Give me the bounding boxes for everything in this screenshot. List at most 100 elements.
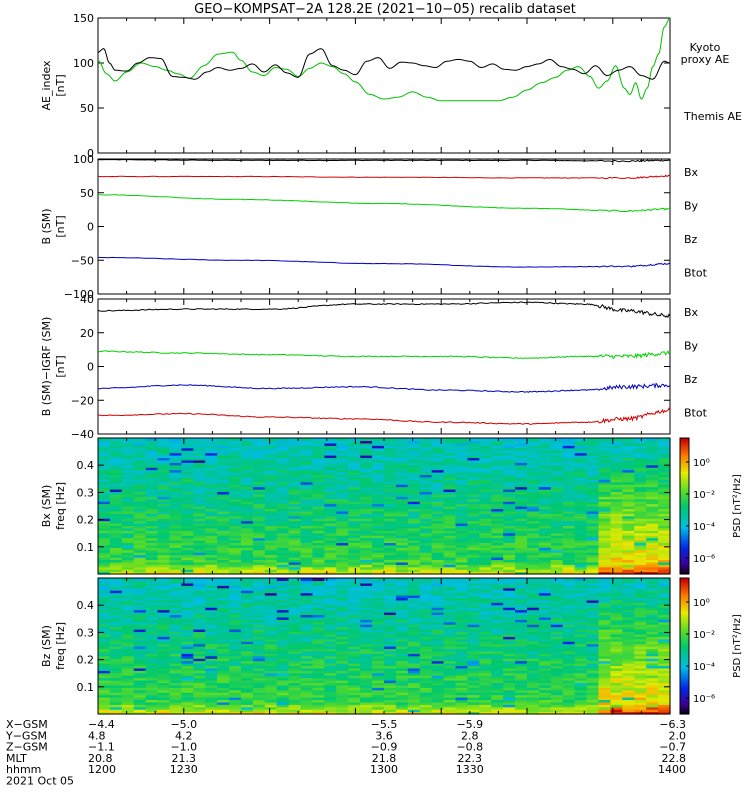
spectrogram-cell <box>264 582 278 586</box>
spectrogram-cell <box>217 648 230 652</box>
spectrogram-cell <box>550 476 564 480</box>
spectrogram-cell <box>491 457 504 461</box>
spectrogram-cell <box>348 689 361 693</box>
spectrogram-cell <box>467 597 480 601</box>
spectrogram-cell <box>229 699 242 703</box>
spectrogram-cell <box>407 675 421 679</box>
spectrogram-cell <box>241 462 254 466</box>
spectrogram-cell <box>467 697 480 701</box>
spectrogram-cell <box>324 582 337 586</box>
spectrogram-cell <box>252 578 266 582</box>
spectrogram-cell <box>264 667 278 671</box>
spectrogram-cell <box>646 479 659 483</box>
spectrogram-cell <box>229 604 242 608</box>
spectrogram-cell <box>443 552 457 556</box>
spectrogram-cell <box>276 616 290 620</box>
spectrogram-cell <box>193 552 206 556</box>
spectrogram-cell <box>276 670 290 674</box>
spectrogram-cell <box>193 523 206 527</box>
spectrogram-cell <box>491 665 504 669</box>
spectrogram-cell <box>372 457 385 461</box>
spectrogram-cell <box>455 706 469 710</box>
spectrogram-cell <box>503 484 516 488</box>
spectrogram-cell <box>169 641 183 645</box>
legend-bx: Bx <box>684 166 699 179</box>
spectrogram-cell <box>634 571 647 575</box>
spectrogram-cell <box>455 590 469 594</box>
spectrogram-cell <box>133 513 147 517</box>
spectrogram-cell <box>217 469 230 473</box>
spectrogram-cell <box>395 667 409 671</box>
spectrogram-cell <box>574 557 588 561</box>
spectrogram-cell <box>610 481 623 485</box>
spectrogram-cell <box>574 469 588 473</box>
spectrogram-cell <box>384 474 397 478</box>
spectrogram-cell <box>98 595 111 599</box>
spectrogram-cell <box>336 498 349 502</box>
spectrogram-cell <box>252 469 266 473</box>
spectrogram-cell <box>646 547 659 551</box>
spectrogram-cell <box>503 527 516 531</box>
spectrogram-cell <box>133 711 147 715</box>
spectrogram-cell <box>348 569 361 573</box>
spectrogram-cell <box>109 520 123 524</box>
spectrogram-cell <box>121 692 135 696</box>
spectrogram-cell <box>252 694 266 698</box>
spectrogram-cell <box>109 527 123 531</box>
spectrogram-cell <box>467 513 480 517</box>
spectrogram-cell <box>312 638 326 642</box>
spectrogram-cell <box>431 537 445 541</box>
spectrogram-cell <box>431 629 445 633</box>
spectrogram-cell <box>586 455 600 459</box>
spectrogram-cell <box>336 592 349 596</box>
spectrogram-cell <box>395 607 409 611</box>
spectrogram-cell <box>348 684 361 688</box>
spectrogram-cell <box>407 557 421 561</box>
spectrogram-cell <box>586 472 600 476</box>
spectrogram-cell <box>193 624 206 628</box>
spectrogram-cell <box>145 491 159 495</box>
spectrogram-cell <box>133 624 147 628</box>
spectrogram-cell <box>348 513 361 517</box>
spectrogram-cell <box>133 510 147 514</box>
spectrogram-cell <box>241 597 254 601</box>
spectrogram-cell <box>503 549 516 553</box>
spectrogram-cell <box>145 619 159 623</box>
spectrogram-cell <box>503 648 516 652</box>
spectrogram-cell <box>372 631 385 635</box>
spectrogram-cell <box>407 559 421 563</box>
spectrogram-cell <box>598 464 612 468</box>
legend-themis-ae: Themis AE <box>683 110 742 123</box>
spectrogram-cell <box>229 557 242 561</box>
spectrogram-cell <box>169 469 183 473</box>
spectrogram-cell <box>431 459 445 463</box>
spectrogram-cell <box>205 464 218 468</box>
spectrogram-cell <box>395 665 409 669</box>
spectrogram-cell <box>503 582 516 586</box>
spectrogram-cell <box>372 491 385 495</box>
spectrogram-cell <box>229 523 242 527</box>
spectrogram-cell <box>467 527 480 531</box>
spectrogram-cell <box>252 682 266 686</box>
spectrogram-cell <box>324 474 337 478</box>
spectrogram-cell <box>634 547 647 551</box>
spectrogram-cell <box>252 540 266 544</box>
spectrogram-cell <box>288 585 302 589</box>
spectrogram-cell <box>205 587 218 591</box>
spectrogram-cell <box>384 597 397 601</box>
spectrogram-cell <box>169 481 183 485</box>
spectrogram-cell <box>336 520 349 524</box>
spectrogram-cell <box>360 621 373 625</box>
spectrogram-cell <box>336 704 349 708</box>
spectrogram-cell <box>419 711 433 715</box>
spectrogram-cell <box>360 540 373 544</box>
spectrogram-cell <box>288 701 302 705</box>
spectrogram-cell <box>455 561 469 565</box>
spectrogram-cell <box>145 484 159 488</box>
spectrogram-cell <box>193 549 206 553</box>
spectrogram-cell <box>562 472 576 476</box>
spectrogram-cell <box>395 660 409 664</box>
spectrogram-cell <box>419 510 433 514</box>
spectrogram-cell <box>491 452 504 456</box>
spectrogram-cell <box>360 650 373 654</box>
